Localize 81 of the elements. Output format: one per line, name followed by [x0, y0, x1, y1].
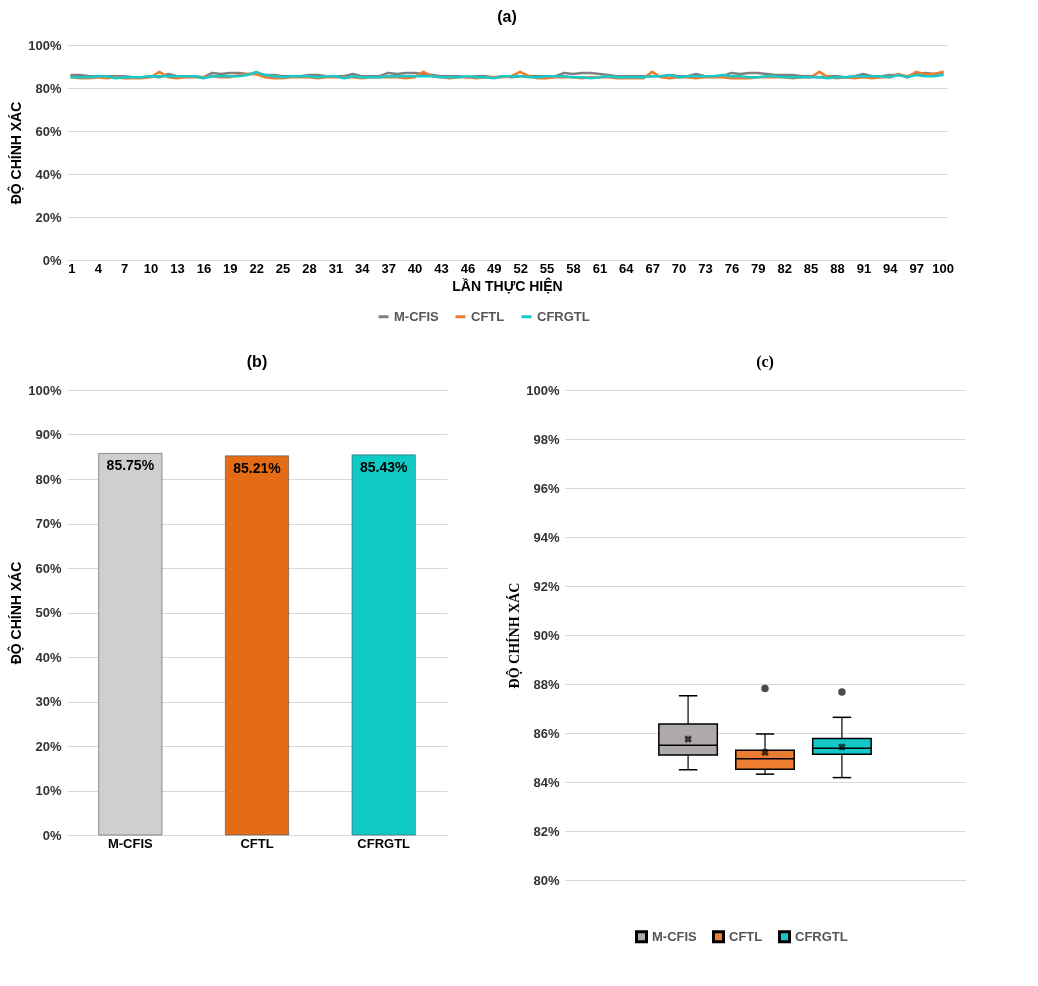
legend-label: M-CFIS [394, 308, 440, 324]
x-tick-label: 34 [355, 260, 371, 276]
y-tick-label: 80% [35, 80, 62, 96]
y-tick-label: 20% [35, 209, 62, 225]
y-axis-title: ĐỘ CHÍNH XÁC [506, 582, 523, 689]
x-tick-label: 91 [856, 260, 872, 276]
x-tick-label: 46 [460, 260, 476, 276]
x-tick-label: 73 [698, 260, 713, 276]
x-tick-label: 40 [407, 260, 423, 276]
y-tick-label: 20% [35, 738, 62, 754]
y-tick-label: 0% [42, 827, 62, 843]
y-tick-label: 100% [28, 382, 62, 398]
y-tick-label: 100% [28, 37, 62, 53]
x-tick-label: 4 [94, 260, 103, 276]
y-tick-label: 84% [533, 774, 560, 790]
legend-label: CFTL [729, 928, 763, 944]
chart-title: (b) [246, 353, 268, 370]
y-tick-label: 30% [35, 694, 62, 709]
x-tick-label: 43 [434, 260, 449, 276]
x-tick-label: 55 [539, 260, 555, 276]
y-tick-label: 40% [35, 166, 62, 182]
y-tick-label: 86% [533, 725, 560, 741]
y-tick-label: 10% [35, 783, 62, 798]
x-tick-label: 25 [275, 260, 291, 276]
legend-label: CFRGTL [795, 928, 848, 944]
x-tick-label: 7 [121, 260, 129, 276]
x-tick-label: 88 [830, 260, 845, 276]
y-tick-label: 90% [533, 627, 560, 643]
y-tick-label: 60% [35, 560, 62, 576]
y-tick-label: 94% [533, 529, 560, 545]
x-tick-label: 49 [487, 260, 502, 276]
y-tick-label: 70% [35, 516, 62, 531]
x-tick-label: 97 [909, 260, 924, 276]
x-tick-label: 13 [170, 260, 185, 276]
legend-label: CFTL [471, 308, 505, 324]
y-tick-label: 98% [533, 431, 560, 447]
x-tick-label: 16 [196, 260, 212, 276]
y-tick-label: 40% [35, 649, 62, 665]
x-tick-label: 67 [645, 260, 660, 276]
x-tick-label: CFRGTL [357, 835, 411, 851]
x-tick-label: 61 [592, 260, 608, 276]
x-tick-label: 10 [143, 260, 159, 276]
y-tick-label: 60% [35, 123, 62, 139]
x-tick-label: 1 [68, 260, 76, 276]
x-tick-label: 31 [328, 260, 344, 276]
data-label: 85.75% [106, 457, 155, 474]
y-tick-label: 50% [35, 605, 62, 620]
y-tick-label: 88% [533, 676, 560, 692]
x-tick-label: 22 [249, 260, 264, 276]
data-label: 85.21% [233, 459, 282, 476]
chart-title: (c) [756, 353, 774, 371]
data-label: 85.43% [359, 458, 408, 475]
x-axis-title: LẦN THỰC HIỆN [452, 276, 563, 294]
y-tick-label: 0% [42, 252, 62, 268]
x-tick-label: 76 [724, 260, 740, 276]
x-tick-label: 58 [566, 260, 581, 276]
y-axis-title: ĐỘ CHÍNH XÁC [7, 101, 25, 205]
y-tick-label: 100% [526, 382, 560, 398]
x-tick-label: 79 [751, 260, 766, 276]
x-tick-label: 19 [223, 260, 238, 276]
chart-title: (a) [497, 8, 517, 25]
y-axis-title: ĐỘ CHÍNH XÁC [7, 561, 25, 665]
y-tick-label: 80% [533, 872, 560, 888]
y-tick-label: 90% [35, 427, 62, 442]
x-tick-label: 70 [671, 260, 687, 276]
x-tick-label: M-CFIS [107, 835, 154, 851]
x-tick-label: 82 [777, 260, 792, 276]
legend-label: M-CFIS [652, 928, 698, 944]
y-tick-label: 96% [533, 480, 560, 496]
x-tick-label: 52 [513, 260, 528, 276]
x-tick-label: 100 [932, 260, 954, 276]
legend-label: CFRGTL [537, 308, 590, 324]
x-tick-label: 94 [883, 260, 899, 276]
x-tick-label: 28 [302, 260, 317, 276]
y-tick-label: 82% [533, 823, 560, 839]
x-tick-label: CFTL [240, 835, 274, 851]
y-tick-label: 80% [35, 471, 62, 487]
x-tick-label: 64 [619, 260, 635, 276]
x-tick-label: 37 [381, 260, 396, 276]
x-tick-label: 85 [803, 260, 819, 276]
y-tick-label: 92% [533, 578, 560, 594]
